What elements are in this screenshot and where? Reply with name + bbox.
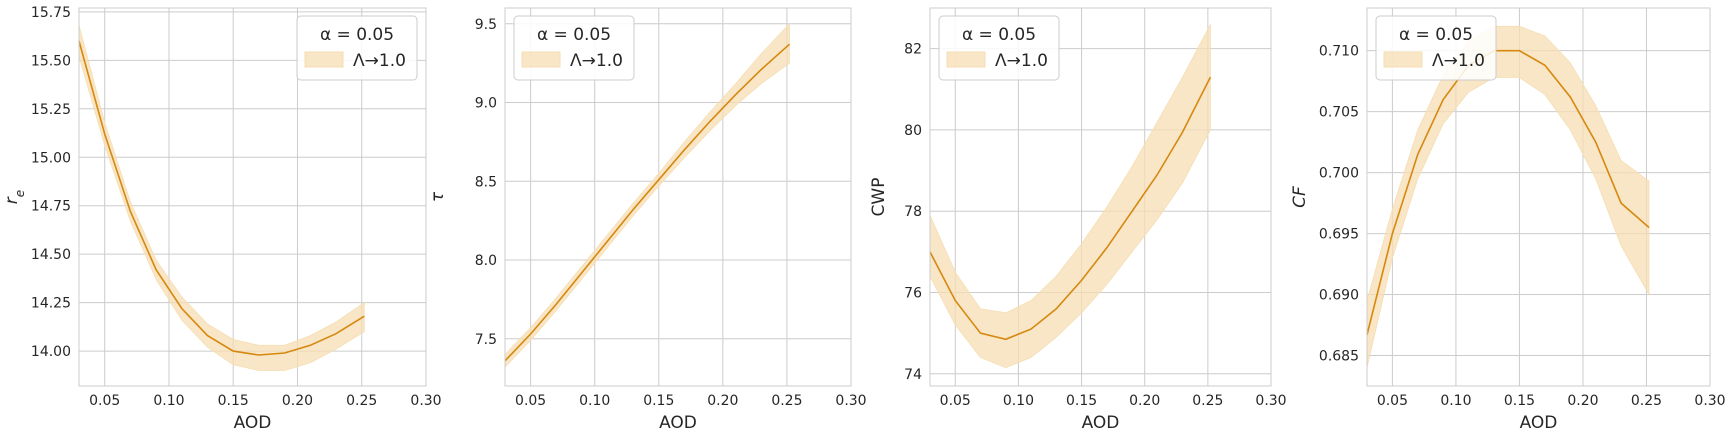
y-tick-label-3-5: 82 xyxy=(904,42,922,58)
y-tick-label-1-8: 15.75 xyxy=(31,5,71,21)
series-line-1 xyxy=(78,40,365,356)
legend-entry-3: Λ→1.0 xyxy=(995,51,1048,71)
series-line-2 xyxy=(504,43,791,362)
y-tick-label-1-7: 15.50 xyxy=(31,53,71,69)
axes-frame-3 xyxy=(929,7,1272,387)
x-tick-label-4-2: 0.10 xyxy=(1440,393,1471,409)
y-tick-label-1-5: 15.00 xyxy=(31,150,71,166)
legend-swatch-2 xyxy=(521,51,561,68)
x-tick-label-1-5: 0.25 xyxy=(346,393,377,409)
x-tick-label-2-5: 0.25 xyxy=(771,393,802,409)
legend-title-3: α = 0.05 xyxy=(962,25,1036,45)
legend-title-1: α = 0.05 xyxy=(320,25,394,45)
x-tick-label-2-6: 0.30 xyxy=(835,393,866,409)
x-tick-label-4-3: 0.15 xyxy=(1504,393,1535,409)
legend-swatch-3 xyxy=(946,51,986,68)
y-tick-label-3-1: 74 xyxy=(904,367,922,383)
x-axis-label-4: AOD xyxy=(1520,413,1558,433)
y-tick-label-2-4: 9.0 xyxy=(475,96,497,112)
legend-title-4: α = 0.05 xyxy=(1399,25,1473,45)
x-tick-label-1-6: 0.30 xyxy=(410,393,441,409)
confidence-band-1 xyxy=(78,25,365,371)
y-tick-label-3-2: 76 xyxy=(904,286,922,302)
y-axis-label-1: re xyxy=(2,190,27,204)
legend-entry-4: Λ→1.0 xyxy=(1432,51,1485,71)
y-tick-label-4-1: 0.685 xyxy=(1319,349,1359,365)
axes-frame-1 xyxy=(78,7,427,387)
y-tick-label-2-2: 8.0 xyxy=(475,253,497,269)
x-tick-label-2-1: 0.05 xyxy=(515,393,546,409)
x-tick-label-2-3: 0.15 xyxy=(643,393,674,409)
series-line-4 xyxy=(1366,49,1650,335)
y-axis-label-3: CWP xyxy=(869,178,889,217)
x-tick-label-3-6: 0.30 xyxy=(1255,393,1286,409)
y-axis-label-2: τ xyxy=(428,191,448,202)
x-tick-label-1-1: 0.05 xyxy=(89,393,120,409)
legend-title-2: α = 0.05 xyxy=(537,25,611,45)
x-axis-label-3: AOD xyxy=(1082,413,1120,433)
y-tick-label-4-2: 0.690 xyxy=(1319,288,1359,304)
x-tick-label-4-5: 0.25 xyxy=(1631,393,1662,409)
subplot-2: 0.05 0.10 0.15 0.20 0.25 0.30 7.5 8.0 8.5 9.0 9.5 A… xyxy=(428,7,867,433)
y-tick-label-2-1: 7.5 xyxy=(475,332,497,348)
legend-2: α = 0.05 Λ→1.0 xyxy=(513,15,635,81)
series-line-3 xyxy=(929,76,1212,341)
x-tick-label-3-4: 0.20 xyxy=(1129,393,1160,409)
legend-swatch-1 xyxy=(304,51,344,68)
x-tick-label-2-2: 0.10 xyxy=(579,393,610,409)
y-axis-label-4: CF xyxy=(1290,186,1310,208)
confidence-band-3 xyxy=(929,24,1211,369)
x-tick-label-3-2: 0.10 xyxy=(1003,393,1034,409)
y-tick-label-4-5: 0.705 xyxy=(1319,105,1359,121)
x-axis-label-2: AOD xyxy=(659,413,697,433)
x-tick-label-1-4: 0.20 xyxy=(282,393,313,409)
y-tick-label-4-4: 0.700 xyxy=(1319,166,1359,182)
legend-4: α = 0.05 Λ→1.0 xyxy=(1375,15,1497,81)
x-tick-label-4-4: 0.20 xyxy=(1567,393,1598,409)
y-tick-label-4-6: 0.710 xyxy=(1319,44,1359,60)
y-tick-label-1-1: 14.00 xyxy=(31,344,71,360)
legend-entry-2: Λ→1.0 xyxy=(570,51,623,71)
x-axis-label-1: AOD xyxy=(234,413,272,433)
x-tick-label-3-1: 0.05 xyxy=(940,393,971,409)
x-tick-label-1-2: 0.10 xyxy=(153,393,184,409)
legend-swatch-4 xyxy=(1383,51,1423,68)
y-tick-label-4-3: 0.695 xyxy=(1319,227,1359,243)
x-tick-label-3-3: 0.15 xyxy=(1066,393,1097,409)
axes-frame-2 xyxy=(504,7,852,387)
y-tick-label-1-3: 14.50 xyxy=(31,247,71,263)
x-tick-label-4-1: 0.05 xyxy=(1377,393,1408,409)
legend-1: α = 0.05 Λ→1.0 xyxy=(296,15,418,81)
y-tick-label-2-3: 8.5 xyxy=(475,174,497,190)
y-tick-label-1-2: 14.25 xyxy=(31,296,71,312)
y-tick-label-3-4: 80 xyxy=(904,123,922,139)
x-tick-label-1-3: 0.15 xyxy=(218,393,249,409)
legend-3: α = 0.05 Λ→1.0 xyxy=(938,15,1060,81)
axes-frame-4 xyxy=(1366,7,1711,387)
x-tick-label-3-5: 0.25 xyxy=(1192,393,1223,409)
y-tick-label-1-4: 14.75 xyxy=(31,199,71,215)
subplot-4: 0.05 0.10 0.15 0.20 0.25 0.30 0.685 0.690 0.695 0… xyxy=(1290,7,1726,433)
subplot-1: 0.05 0.10 0.15 0.20 0.25 0.30 14.00 14.25 14.50 1… xyxy=(2,5,442,433)
x-tick-label-2-4: 0.20 xyxy=(707,393,738,409)
y-tick-label-1-6: 15.25 xyxy=(31,102,71,118)
x-tick-label-4-6: 0.30 xyxy=(1694,393,1725,409)
subplot-3: 0.05 0.10 0.15 0.20 0.25 0.30 74 76 78 80 82 AOD CWP… xyxy=(869,7,1287,433)
y-tick-label-3-3: 78 xyxy=(904,204,922,220)
legend-entry-1: Λ→1.0 xyxy=(353,51,406,71)
confidence-band-2 xyxy=(504,22,790,369)
y-tick-label-2-5: 9.5 xyxy=(475,17,497,33)
